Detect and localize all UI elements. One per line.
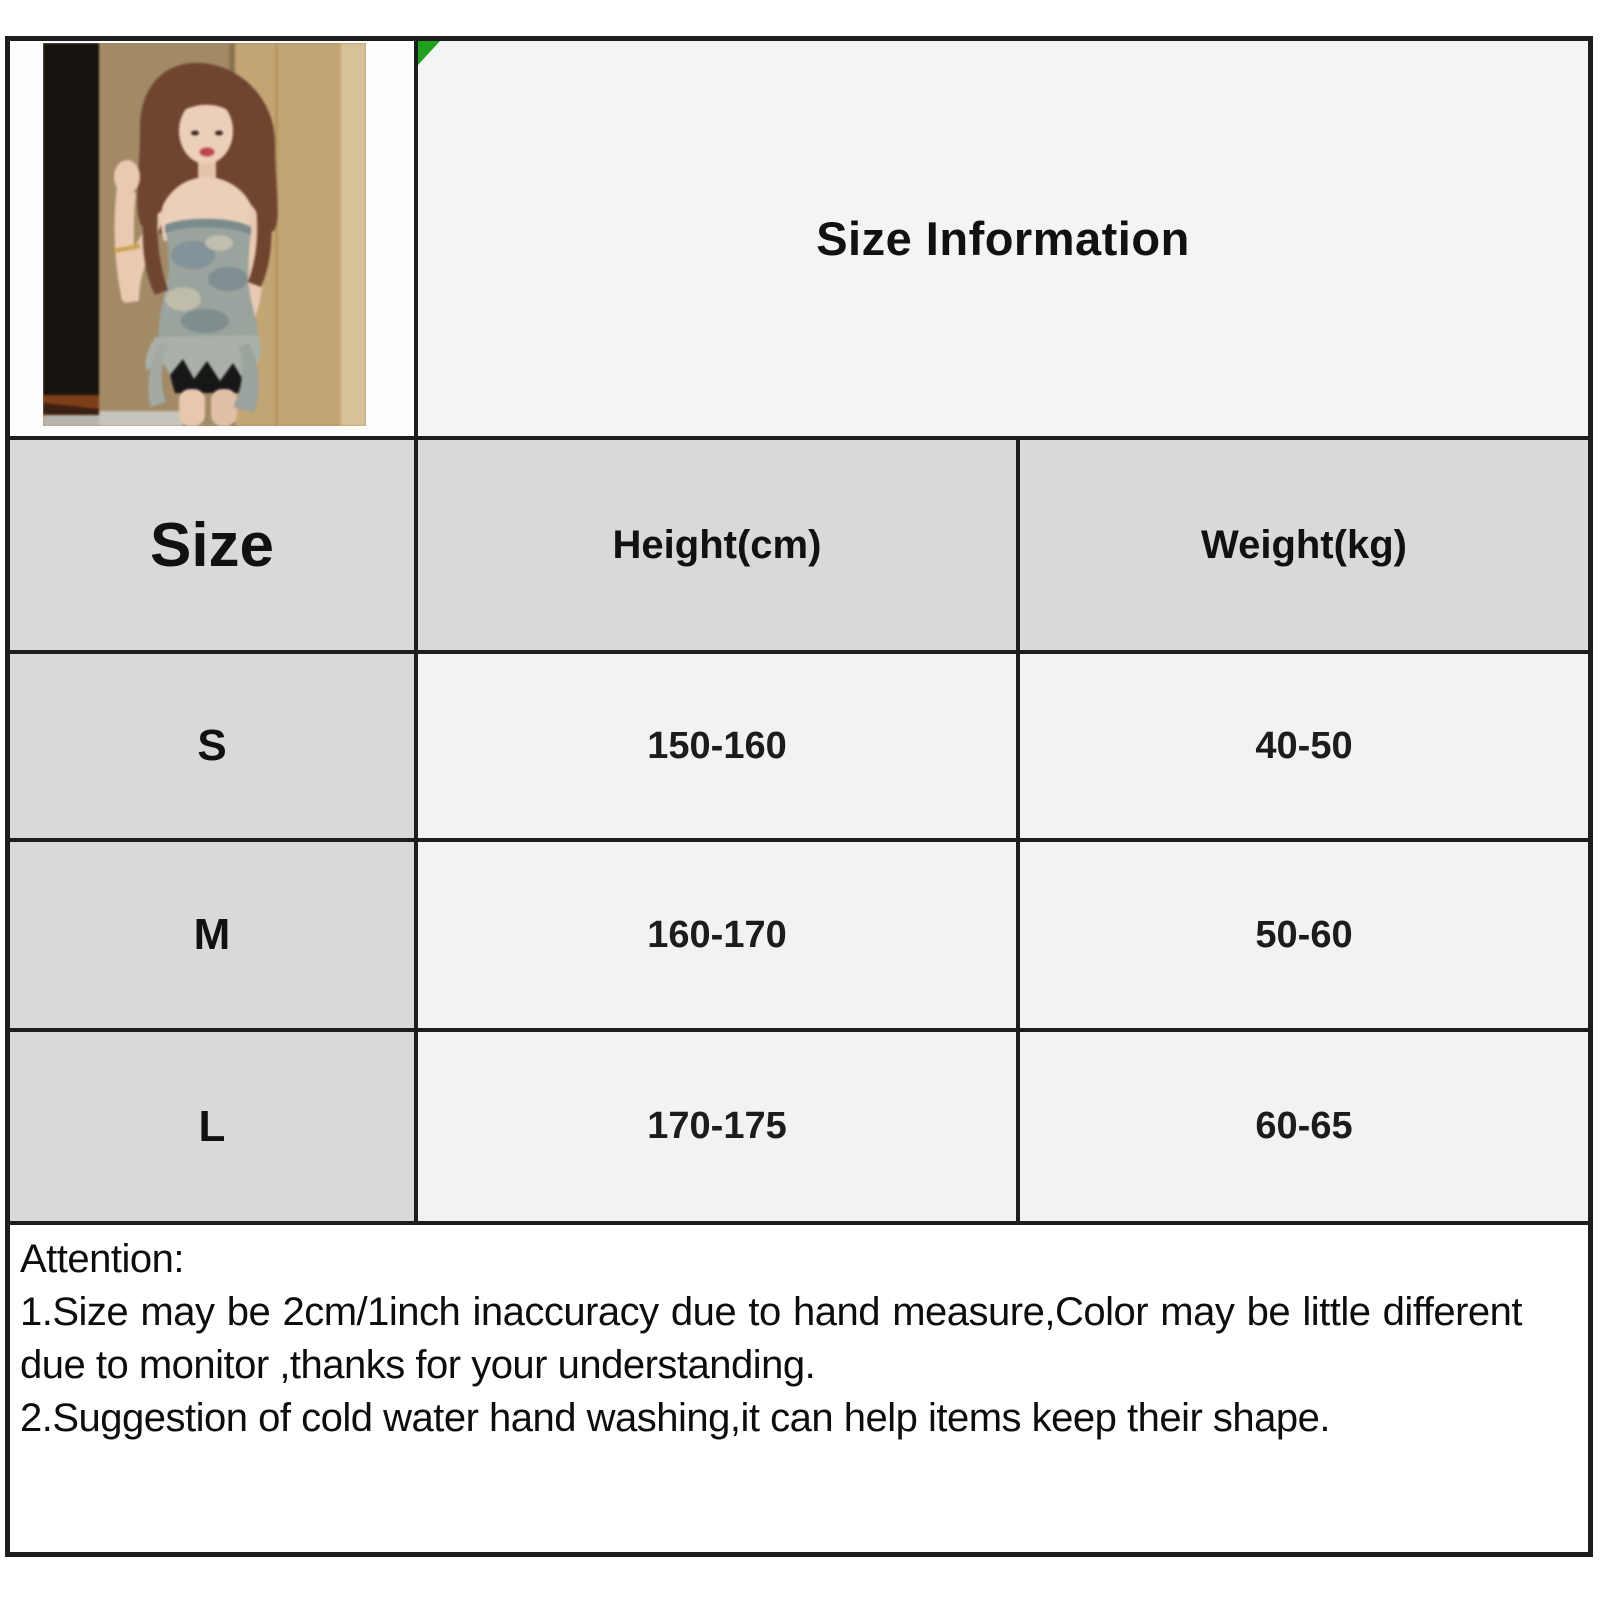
title-cell: Size Information — [418, 41, 1588, 436]
size-label-cell: M — [10, 842, 418, 1028]
header-cell-size: Size — [10, 440, 418, 650]
header-label-size: Size — [149, 510, 275, 580]
size-label-cell: S — [10, 654, 418, 838]
product-photo-cell — [10, 41, 418, 436]
green-corner-flag-icon — [418, 41, 440, 65]
attention-heading: Attention: — [20, 1237, 185, 1281]
header-cell-weight: Weight(kg) — [1020, 440, 1588, 650]
weight-value-cell: 50-60 — [1020, 842, 1588, 1028]
header-label-height: Height(cm) — [612, 522, 822, 567]
weight-value-cell: 40-50 — [1020, 654, 1588, 838]
table-row-s: S 150-160 40-50 — [10, 654, 1588, 842]
size-sheet: Size Information Size Height(cm) Weight(… — [5, 36, 1593, 1557]
table-row-l: L 170-175 60-65 — [10, 1032, 1588, 1225]
attention-section: Attention: 1.Size may be 2cm/1inch inacc… — [10, 1225, 1588, 1552]
attention-note-2: 2.Suggestion of cold water hand washing,… — [20, 1396, 1331, 1440]
top-row: Size Information — [10, 41, 1588, 440]
height-value-cell: 150-160 — [418, 654, 1020, 838]
height-value-cell: 160-170 — [418, 842, 1020, 1028]
header-cell-height: Height(cm) — [418, 440, 1020, 650]
height-value-cell: 170-175 — [418, 1032, 1020, 1221]
weight-value-cell: 60-65 — [1020, 1032, 1588, 1221]
size-label-cell: L — [10, 1032, 418, 1221]
model-figure — [113, 62, 278, 426]
attention-note-1: 1.Size may be 2cm/1inch inaccuracy due t… — [20, 1290, 1523, 1387]
product-photo — [43, 43, 366, 426]
page-title: Size Information — [816, 212, 1190, 265]
table-header-row: Size Height(cm) Weight(kg) — [10, 440, 1588, 654]
header-label-weight: Weight(kg) — [1201, 522, 1407, 567]
doorway-shadow — [43, 43, 99, 395]
table-row-m: M 160-170 50-60 — [10, 842, 1588, 1032]
